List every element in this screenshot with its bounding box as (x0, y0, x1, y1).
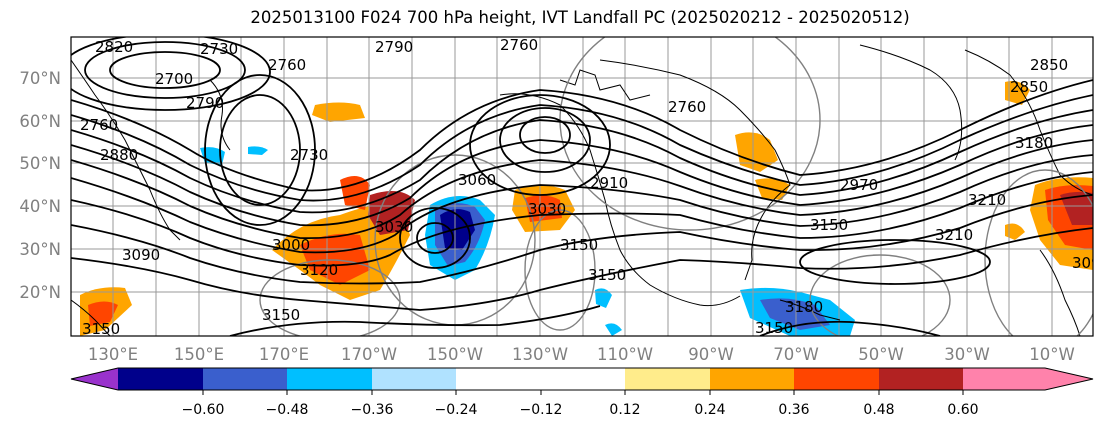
longitude-labels: 130°E 150°E 170°E 170°W 150°W 130°W 110°… (88, 345, 1075, 364)
lon-label: 130°E (88, 345, 138, 364)
contour-label: 3120 (300, 261, 338, 279)
lon-label: 170°E (259, 345, 309, 364)
colorbar-segment (794, 368, 879, 390)
colorbar-tick-label: 0.36 (778, 402, 809, 418)
contour-label: 3150 (810, 216, 848, 234)
colorbar-segment (541, 368, 625, 390)
map-frame (70, 36, 1094, 337)
contour-label: 3060 (458, 171, 496, 189)
contour-label: 3180 (785, 298, 823, 316)
lat-label: 20°N (19, 283, 61, 302)
lon-label: 110°W (597, 345, 653, 364)
map-title: 2025013100 F024 700 hPa height, IVT Land… (250, 8, 910, 27)
lon-label: 150°W (427, 345, 483, 364)
contour-label: 2970 (840, 176, 878, 194)
lon-label: 170°W (341, 345, 397, 364)
contour-label: 3180 (1015, 134, 1053, 152)
lon-label: 10°W (1029, 345, 1075, 364)
contour-label: 2910 (590, 174, 628, 192)
contour-label: 2730 (290, 146, 328, 164)
height-contours (71, 37, 1093, 336)
contour-label: 2790 (375, 38, 413, 56)
colorbar-tick-label: −0.60 (182, 402, 225, 418)
lon-label: 30°W (944, 345, 990, 364)
contour-label: 3000 (272, 236, 310, 254)
colorbar-segment (372, 368, 456, 390)
colorbar-tick-label: 0.12 (609, 402, 640, 418)
contour-label: 2850 (1010, 78, 1048, 96)
lon-label: 70°W (773, 345, 819, 364)
contour-label: 2820 (95, 38, 133, 56)
lon-label: 150°E (174, 345, 224, 364)
contour-label: 3150 (588, 266, 626, 284)
contour-label: 2790 (186, 94, 224, 112)
lat-label: 30°N (19, 240, 61, 259)
colorbar-outline (70, 367, 1094, 391)
contour-label: 3090 (1072, 254, 1105, 272)
colorbar-segment (963, 368, 1093, 390)
latitude-labels: 70°N 60°N 50°N 40°N 30°N 20°N (19, 69, 61, 302)
colorbar-tick-label: 0.60 (947, 402, 978, 418)
contour-label: 2700 (155, 70, 193, 88)
contour-label: 2760 (80, 116, 118, 134)
contour-label: 2760 (268, 56, 306, 74)
contour-label: 3210 (935, 226, 973, 244)
contour-label: 3150 (262, 306, 300, 324)
colorbar-tick-label: −0.24 (435, 402, 478, 418)
colorbar-segment (710, 368, 794, 390)
lat-label: 60°N (19, 112, 61, 131)
contour-label: 2850 (1030, 56, 1068, 74)
map-panel: 2820 2730 2760 2790 2760 2700 2790 2760 … (71, 36, 1105, 338)
contour-label: 3090 (122, 246, 160, 264)
contour-labels: 2820 2730 2760 2790 2760 2700 2790 2760 … (80, 36, 1105, 338)
lat-lon-grid (71, 37, 1093, 336)
lat-label: 50°N (19, 154, 61, 173)
contour-label: 3150 (755, 319, 793, 337)
colorbar-segment (118, 368, 203, 390)
colorbar-segment (625, 368, 710, 390)
colorbar: −0.60 −0.48 −0.36 −0.24 −0.12 0.12 0.24 … (70, 367, 1094, 418)
colorbar-segment (879, 368, 963, 390)
contour-label: 3150 (82, 320, 120, 338)
colorbar-tick-label: −0.12 (520, 402, 563, 418)
colorbar-segment (456, 368, 541, 390)
lon-label: 50°W (858, 345, 904, 364)
contour-label: 2880 (100, 146, 138, 164)
colorbar-segment (71, 368, 118, 390)
contour-label: 3030 (528, 200, 566, 218)
lon-label: 130°W (512, 345, 568, 364)
lon-label: 90°W (688, 345, 734, 364)
contour-label: 2730 (200, 40, 238, 58)
lat-label: 70°N (19, 69, 61, 88)
colorbar-tick-label: 0.24 (694, 402, 725, 418)
contour-label: 2760 (500, 36, 538, 54)
contour-label: 3030 (375, 218, 413, 236)
contour-label: 3210 (968, 191, 1006, 209)
colorbar-tick-label: 0.48 (863, 402, 894, 418)
colorbar-segment (203, 368, 287, 390)
colorbar-segment (287, 368, 372, 390)
contour-label: 2760 (668, 98, 706, 116)
contour-label: 3150 (560, 236, 598, 254)
colorbar-tick-label: −0.48 (266, 402, 309, 418)
lat-label: 40°N (19, 197, 61, 216)
colorbar-tick-label: −0.36 (351, 402, 394, 418)
